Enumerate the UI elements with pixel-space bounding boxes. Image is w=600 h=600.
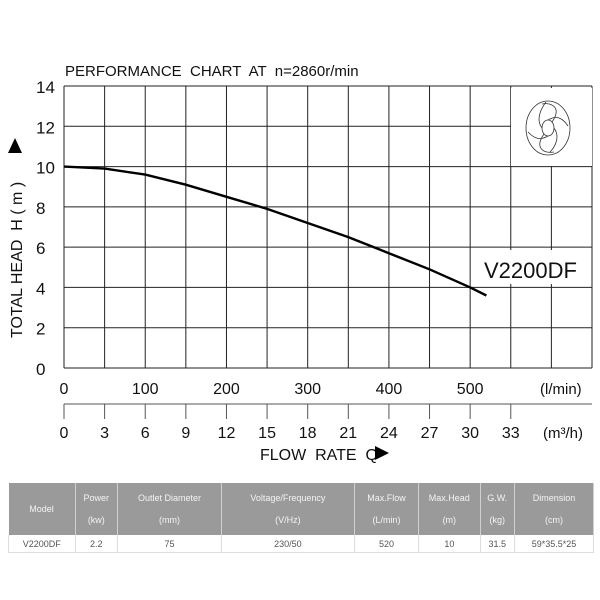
table-cell: 520 bbox=[354, 535, 420, 553]
table-cell: 31.5 bbox=[480, 535, 516, 553]
column-header: G.W. (kg) bbox=[480, 483, 516, 535]
performance-chart: V2200DF PERFORMANCE CHART AT n=2860r/min… bbox=[8, 63, 593, 464]
x-tick-label-lmin: 500 bbox=[457, 381, 484, 398]
table-cell: 75 bbox=[117, 535, 222, 553]
y-tick-label: 4 bbox=[36, 279, 45, 298]
x-tick-label-lmin: 400 bbox=[376, 381, 403, 398]
column-header: Dimension (cm) bbox=[514, 483, 594, 535]
x-tick-label-lmin: 200 bbox=[213, 381, 240, 398]
x-tick-label-m3h: 21 bbox=[339, 425, 357, 442]
table-cell: V2200DF bbox=[8, 535, 76, 553]
x-tick-label-lmin: 100 bbox=[132, 381, 159, 398]
y-tick-label: 6 bbox=[36, 239, 45, 258]
x-tick-label-m3h: 30 bbox=[461, 425, 479, 442]
x-tick-label-m3h: 6 bbox=[141, 425, 150, 442]
chart-title: PERFORMANCE CHART AT n=2860r/min bbox=[65, 63, 359, 80]
y-axis-label: TOTAL HEAD H ( m ) bbox=[9, 182, 26, 338]
y-tick-label: 2 bbox=[36, 320, 45, 339]
y-tick-label: 0 bbox=[36, 360, 45, 379]
y-tick-label: 14 bbox=[36, 78, 55, 97]
impeller-icon bbox=[525, 100, 571, 156]
x-tick-label-m3h: 0 bbox=[60, 425, 69, 442]
y-tick-label: 8 bbox=[36, 199, 45, 218]
x-tick-label-m3h: 12 bbox=[218, 425, 236, 442]
x-tick-label-m3h: 24 bbox=[380, 425, 398, 442]
series-label-box bbox=[476, 250, 586, 284]
x-axis-arrow-icon bbox=[375, 446, 389, 460]
x-tick-label-lmin: 300 bbox=[294, 381, 321, 398]
series-line-V2200DF bbox=[63, 165, 487, 297]
x-tick-label-m3h: 3 bbox=[100, 425, 109, 442]
x-tick-label-m3h: 33 bbox=[502, 425, 520, 442]
x-tick-label-m3h: 18 bbox=[299, 425, 317, 442]
y-tick-label: 12 bbox=[36, 118, 55, 137]
column-header: Power (kw) bbox=[75, 483, 119, 535]
x-tick-label-m3h: 27 bbox=[421, 425, 439, 442]
series-label: V2200DF bbox=[484, 258, 577, 283]
column-header: Max.Head (m) bbox=[418, 483, 481, 535]
table-row: V2200DF 2.2 75 230/50 520 10 31.5 59*35.5*25 bbox=[8, 535, 594, 553]
column-header: Outlet Diameter (mm) bbox=[117, 483, 222, 535]
x-unit-lmin: (l/min) bbox=[540, 381, 582, 398]
x-tick-label-m3h: 15 bbox=[258, 425, 276, 442]
table-cell: 10 bbox=[418, 535, 481, 553]
x-axis-label: FLOW RATE Q bbox=[260, 447, 378, 464]
table-cell: 59*35.5*25 bbox=[514, 535, 594, 553]
column-header: Max.Flow (L/min) bbox=[354, 483, 420, 535]
x-unit-m3h: (m³/h) bbox=[543, 425, 583, 442]
spec-table: Model Power (kw) Outlet Diameter (mm) Voltage… bbox=[8, 483, 594, 553]
table-cell: 2.2 bbox=[75, 535, 119, 553]
x-tick-label-m3h: 9 bbox=[181, 425, 190, 442]
grid bbox=[63, 85, 593, 369]
y-tick-label: 10 bbox=[36, 159, 55, 178]
table-cell: 230/50 bbox=[221, 535, 355, 553]
column-header: Model bbox=[8, 483, 76, 535]
x-tick-label-lmin: 0 bbox=[60, 381, 69, 398]
y-axis-arrow-icon bbox=[8, 138, 22, 153]
column-header: Voltage/Frequency (V/Hz) bbox=[221, 483, 355, 535]
